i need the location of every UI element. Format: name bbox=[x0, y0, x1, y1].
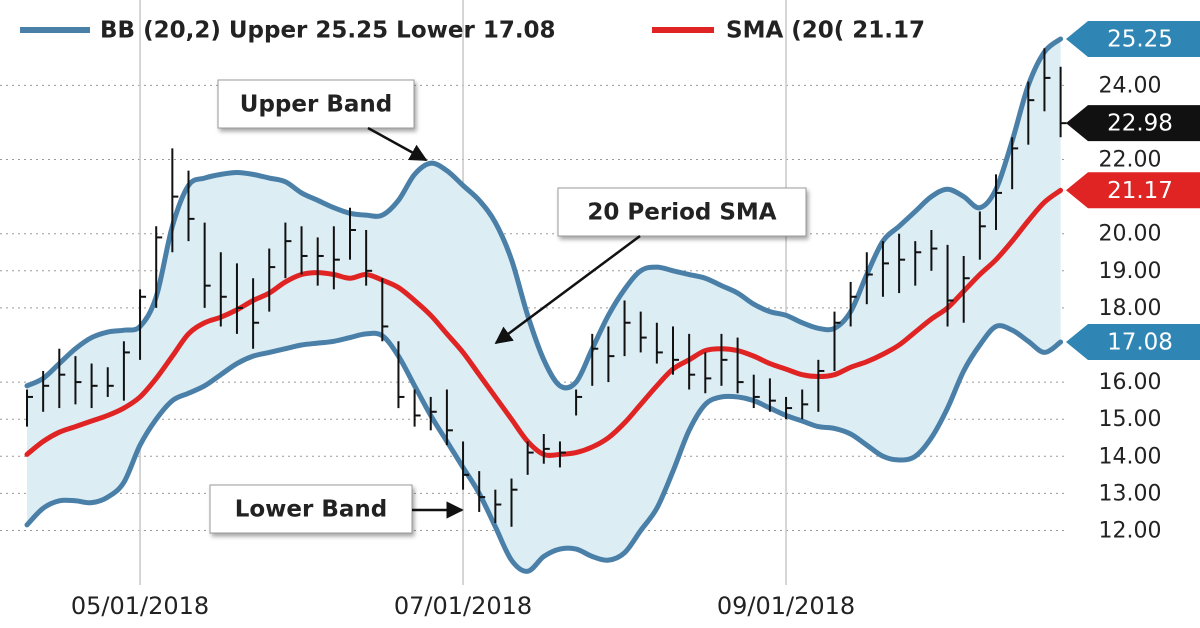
y-tick-label: 13.00 bbox=[1099, 481, 1162, 506]
annotation-box bbox=[209, 484, 413, 534]
price-flag-label: 25.25 bbox=[1107, 26, 1173, 52]
annotation-text: Lower Band bbox=[235, 497, 388, 523]
y-tick-label: 22.00 bbox=[1099, 148, 1162, 173]
annotation-arrow bbox=[494, 234, 641, 345]
price-flag-label: 17.08 bbox=[1107, 330, 1173, 356]
legend: BB (20,2) Upper 25.25 Lower 17.08 SMA (2… bbox=[20, 18, 925, 44]
upper-band bbox=[24, 36, 1064, 391]
y-tick-label: 15.00 bbox=[1099, 407, 1162, 432]
price-flags: 25.25 22.98 21.17 17.08 bbox=[1066, 20, 1200, 361]
price-flag bbox=[1066, 20, 1200, 57]
legend-label: SMA (20( 21.17 bbox=[726, 18, 925, 44]
annotation-box bbox=[217, 79, 415, 129]
y-tick-label: 20.00 bbox=[1099, 222, 1162, 247]
x-tick-label: 07/01/2018 bbox=[394, 592, 532, 620]
y-tick-label: 16.00 bbox=[1099, 370, 1162, 395]
price-flag-label: 22.98 bbox=[1107, 111, 1173, 137]
annotation: Upper Band bbox=[217, 79, 428, 162]
annotation: Lower Band bbox=[209, 484, 464, 534]
annotation: 20 Period SMA bbox=[494, 187, 807, 345]
lower-band bbox=[24, 323, 1064, 574]
plot bbox=[24, 36, 1067, 574]
annotation-text: 20 Period SMA bbox=[587, 200, 776, 226]
axis: 12.00 13.00 14.00 15.00 16.00 18.00 19.00 20.00… bbox=[71, 73, 1162, 620]
y-tick-label: 14.00 bbox=[1099, 444, 1162, 469]
y-tick-label: 18.00 bbox=[1099, 296, 1162, 321]
price-flag-label: 21.17 bbox=[1107, 178, 1173, 204]
price-flag bbox=[1066, 324, 1200, 361]
y-tick-label: 12.00 bbox=[1099, 518, 1162, 543]
y-tick-label: 19.00 bbox=[1099, 259, 1162, 284]
x-tick-label: 05/01/2018 bbox=[71, 592, 209, 620]
legend-label: BB (20,2) Upper 25.25 Lower 17.08 bbox=[100, 18, 556, 44]
x-tick-label: 09/01/2018 bbox=[717, 592, 855, 620]
band-area bbox=[27, 38, 1061, 572]
price-flag bbox=[1066, 172, 1200, 209]
annotation-box bbox=[557, 187, 807, 237]
annotation-arrow bbox=[367, 126, 428, 162]
y-tick-label: 24.00 bbox=[1099, 73, 1162, 98]
price-flag bbox=[1066, 105, 1200, 142]
annotation-text: Upper Band bbox=[240, 92, 392, 118]
